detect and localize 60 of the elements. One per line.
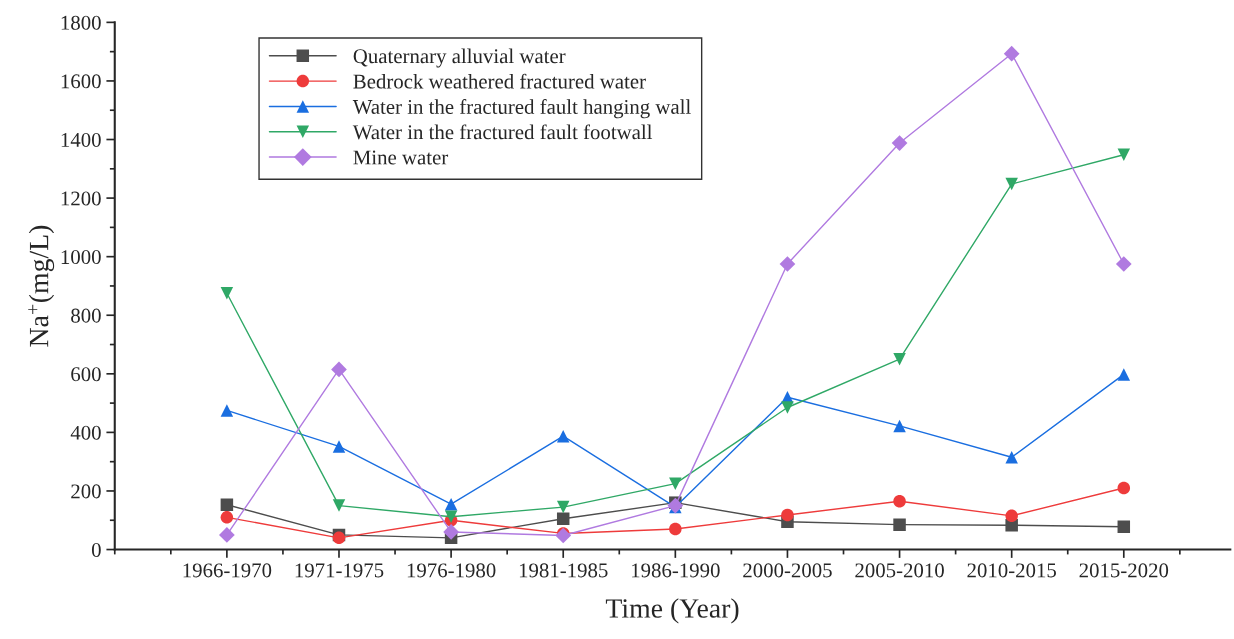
point <box>220 498 234 511</box>
point <box>220 287 234 300</box>
point <box>781 508 794 522</box>
point <box>781 401 794 414</box>
y-axis-title: Na$^{+}$(mg/L) <box>28 225 55 347</box>
legend-label: Mine water <box>353 150 449 165</box>
y-tick-label: 1800 <box>61 15 101 30</box>
point <box>779 256 796 272</box>
y-tick-label: 800 <box>71 308 101 323</box>
point <box>669 477 682 490</box>
y-tick-label: 1400 <box>61 132 101 147</box>
point <box>1117 481 1131 495</box>
point <box>331 361 347 378</box>
legend-label: Quaternary alluvial water <box>353 48 566 68</box>
x-tick-label: 1986-1990 <box>632 563 720 578</box>
point <box>893 494 906 508</box>
point <box>1117 520 1131 533</box>
point <box>1005 451 1018 464</box>
y-tick-label: 200 <box>71 484 101 499</box>
point <box>220 404 234 417</box>
point <box>1003 45 1020 62</box>
legend-label: Water in the fractured fault footwall <box>352 124 653 140</box>
x-tick-label: 1976-1980 <box>407 563 496 578</box>
point <box>891 135 908 151</box>
x-tick-label: 1981-1985 <box>519 563 608 578</box>
point <box>332 440 346 453</box>
x-tick-label: 1966-1970 <box>183 563 272 578</box>
y-tick-label: 600 <box>71 367 101 382</box>
point <box>1005 177 1018 191</box>
point <box>555 527 572 544</box>
point <box>220 511 234 524</box>
point <box>556 512 570 526</box>
x-tick-label: 2005-2010 <box>855 563 944 578</box>
point <box>332 499 346 512</box>
y-tick-label: 1200 <box>61 191 101 206</box>
point <box>1115 256 1132 272</box>
point <box>669 522 682 536</box>
x-axis-title: Time (Year) <box>605 598 739 624</box>
point <box>1005 509 1018 523</box>
point <box>444 497 458 511</box>
x-tick-label: 2010-2015 <box>967 563 1056 578</box>
y-tick-label: 1600 <box>61 74 101 89</box>
point <box>556 429 570 443</box>
point <box>893 419 906 433</box>
point <box>556 500 570 514</box>
y-tick-label: 0 <box>91 542 101 557</box>
x-tick-label: 1971-1975 <box>295 563 384 578</box>
point <box>443 524 459 540</box>
legend-label: Water in the fractured fault hanging wall <box>352 99 691 119</box>
point <box>444 510 458 523</box>
y-tick-label: 1000 <box>61 250 101 265</box>
x-tick-label: 2000-2005 <box>743 563 832 578</box>
point <box>219 527 235 543</box>
point <box>893 518 906 531</box>
point <box>1117 368 1131 381</box>
point <box>1117 148 1131 161</box>
point <box>893 352 906 366</box>
y-tick-label: 400 <box>70 425 101 440</box>
x-tick-label: 2015-2020 <box>1079 563 1169 578</box>
legend-label: Bedrock weathered fractured water <box>353 73 646 89</box>
